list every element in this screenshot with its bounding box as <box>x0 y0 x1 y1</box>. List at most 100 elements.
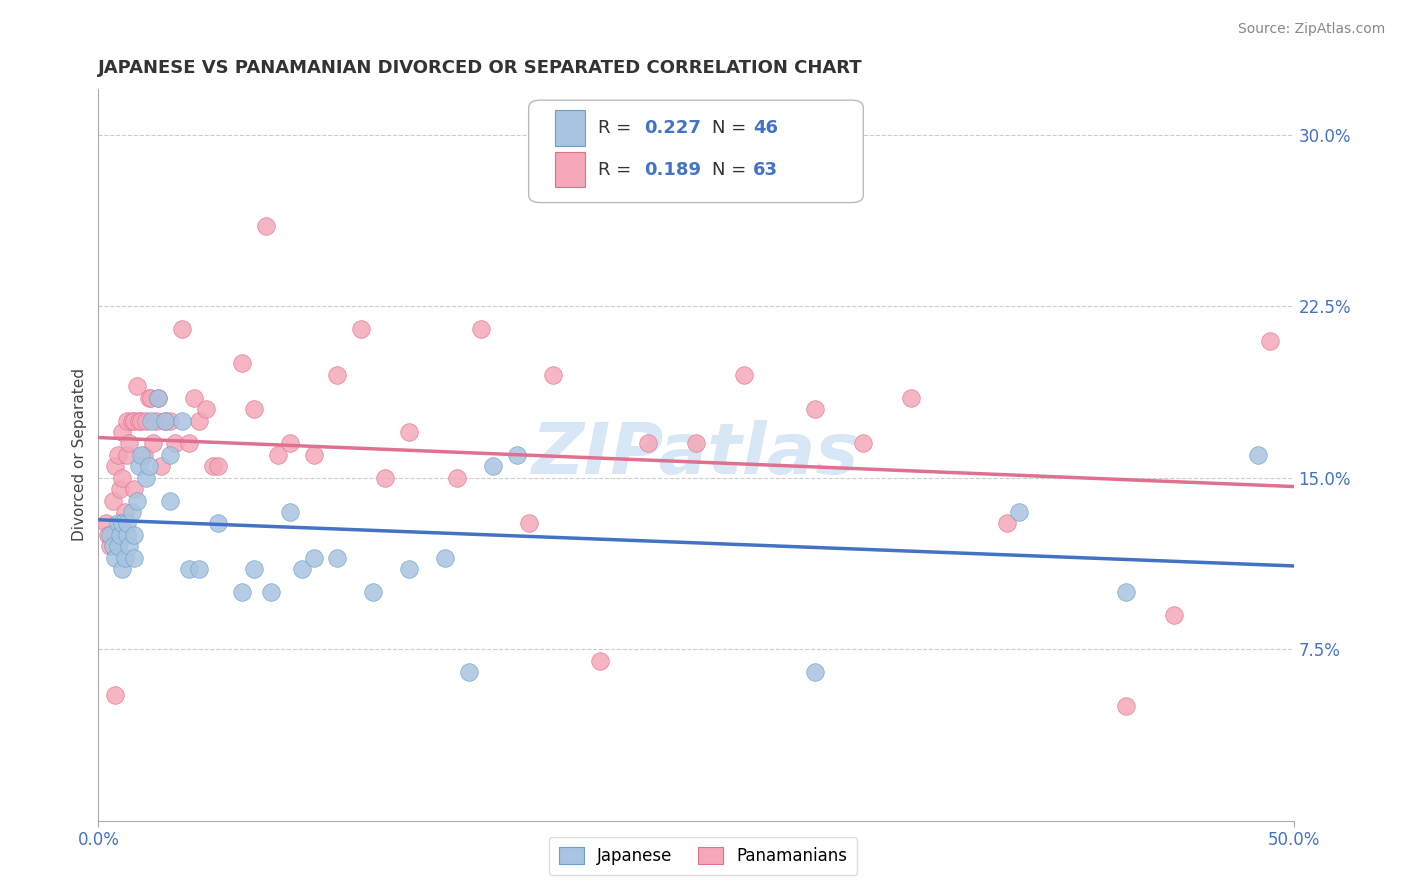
Point <box>107 539 129 553</box>
Point <box>107 516 129 531</box>
Point <box>179 436 201 450</box>
Point <box>101 539 124 553</box>
Point <box>114 505 136 519</box>
Point <box>111 425 134 439</box>
Point <box>98 528 122 542</box>
Point <box>135 471 157 485</box>
Point <box>243 402 266 417</box>
Point <box>637 436 659 450</box>
Point <box>139 391 162 405</box>
Point <box>278 436 301 450</box>
Point <box>363 585 385 599</box>
Point <box>458 665 481 679</box>
Point <box>398 425 420 439</box>
Point <box>131 448 153 462</box>
Text: N =: N = <box>711 161 751 178</box>
Point <box>207 516 229 531</box>
Point <box>139 414 162 428</box>
Point <box>121 414 143 428</box>
Point <box>291 562 314 576</box>
Point <box>259 585 281 599</box>
Point <box>1008 505 1031 519</box>
Point <box>243 562 266 576</box>
Point <box>104 688 127 702</box>
Point <box>115 414 138 428</box>
Text: R =: R = <box>598 119 637 137</box>
Text: 63: 63 <box>754 161 779 178</box>
Point <box>155 414 177 428</box>
Point <box>108 482 131 496</box>
Point <box>104 550 127 565</box>
Point <box>900 391 922 405</box>
Text: R =: R = <box>598 161 637 178</box>
Point <box>121 505 143 519</box>
Point <box>128 459 150 474</box>
Point <box>187 414 209 428</box>
Point <box>1115 585 1137 599</box>
Point <box>138 391 160 405</box>
Point <box>159 448 181 462</box>
Legend: Japanese, Panamanians: Japanese, Panamanians <box>548 837 858 875</box>
Point <box>685 436 707 450</box>
FancyBboxPatch shape <box>555 111 585 145</box>
Point <box>125 379 148 393</box>
Point <box>434 550 457 565</box>
Point <box>446 471 468 485</box>
Point <box>398 562 420 576</box>
Point <box>231 585 253 599</box>
Point <box>104 459 127 474</box>
Point <box>118 539 141 553</box>
Point <box>589 654 612 668</box>
Point <box>163 436 186 450</box>
Point <box>302 448 325 462</box>
Point <box>98 539 122 553</box>
Point <box>142 436 165 450</box>
Point <box>278 505 301 519</box>
Point <box>202 459 225 474</box>
Point <box>302 550 325 565</box>
Point <box>149 459 172 474</box>
Point <box>97 528 120 542</box>
Text: 46: 46 <box>754 119 779 137</box>
Point <box>107 448 129 462</box>
Point <box>148 391 170 405</box>
Point <box>995 516 1018 531</box>
Point <box>101 493 124 508</box>
Point <box>108 528 131 542</box>
Point <box>374 471 396 485</box>
Point <box>183 391 205 405</box>
Point <box>1115 699 1137 714</box>
Point <box>187 562 209 576</box>
Point <box>124 528 146 542</box>
Point <box>733 368 755 382</box>
Point <box>132 448 155 462</box>
Point <box>124 550 146 565</box>
Point <box>159 493 181 508</box>
Point <box>350 322 373 336</box>
Point <box>115 528 138 542</box>
Point <box>145 414 167 428</box>
Point <box>1258 334 1281 348</box>
Y-axis label: Divorced or Separated: Divorced or Separated <box>72 368 87 541</box>
Text: 0.227: 0.227 <box>644 119 702 137</box>
Point <box>179 562 201 576</box>
Point <box>470 322 492 336</box>
Point <box>124 414 146 428</box>
Text: ZIPatlas: ZIPatlas <box>533 420 859 490</box>
Point <box>267 448 290 462</box>
Point <box>138 459 160 474</box>
Point <box>115 448 138 462</box>
Point <box>1247 448 1270 462</box>
Text: Source: ZipAtlas.com: Source: ZipAtlas.com <box>1237 22 1385 37</box>
Point <box>541 368 564 382</box>
Point <box>125 493 148 508</box>
Point <box>517 516 540 531</box>
Point <box>195 402 218 417</box>
Point <box>172 414 194 428</box>
Point <box>326 550 349 565</box>
Point <box>852 436 875 450</box>
Point <box>131 414 153 428</box>
Point <box>114 550 136 565</box>
Point <box>135 414 157 428</box>
Point <box>172 322 194 336</box>
